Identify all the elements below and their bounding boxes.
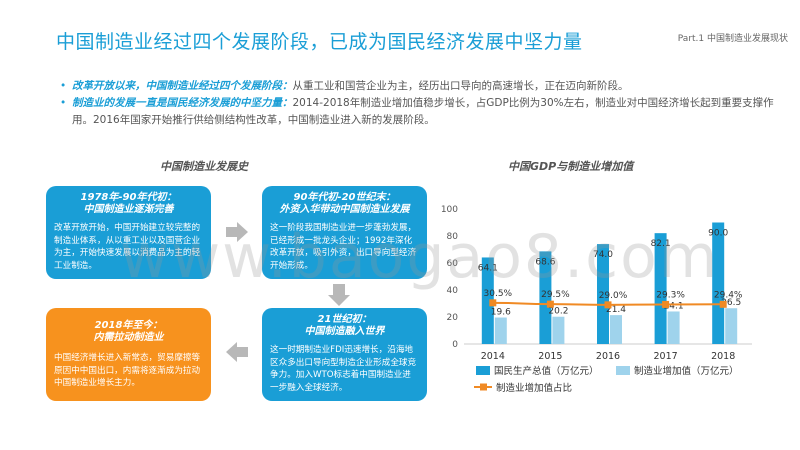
data-label-gdp: 74.0	[593, 250, 613, 260]
arrow-right-icon	[226, 222, 248, 242]
bar-gdp	[539, 251, 552, 344]
data-label-gdp: 82.1	[651, 239, 671, 249]
data-label-gdp: 68.6	[535, 257, 555, 267]
y-tick-label: 40	[447, 286, 459, 296]
data-label-gdp: 90.0	[708, 229, 728, 239]
y-tick-label: 0	[452, 340, 458, 350]
arrow-down-icon	[328, 284, 350, 306]
point-ratio	[662, 300, 670, 308]
history-card-2000s: 21世纪初： 中国制造融入世界 这一时期制造业FDI迅速增长，沿海地区众多出口导…	[262, 308, 427, 401]
legend-label-gdp: 国民生产总值（万亿元）	[494, 365, 599, 377]
y-tick-label: 20	[447, 313, 459, 323]
bar-manufacturing	[610, 315, 622, 344]
bar-manufacturing	[552, 316, 565, 344]
card-heading: 2018年至今：	[94, 320, 163, 331]
card-subheading: 内需拉动制造业	[93, 332, 164, 343]
history-title: 中国制造业发展史	[160, 160, 248, 173]
card-heading: 90年代初-20世纪末：	[293, 192, 396, 203]
x-tick-label: 2014	[481, 351, 505, 362]
bar-gdp	[712, 222, 725, 344]
history-card-2018: 2018年至今： 内需拉动制造业 中国经济增长进入新常态，贸易摩擦等原因中中国出…	[46, 308, 211, 401]
bar-manufacturing	[494, 317, 507, 344]
bullet-dot-icon: •	[60, 97, 67, 109]
card-body: 中国经济增长进入新常态，贸易摩擦等原因中中国出口，内需将逐渐成为拉动中国制造业增…	[54, 353, 201, 389]
card-subheading: 中国制造业逐渐完善	[83, 204, 174, 215]
card-subheading: 外资入华带动中国制造业发展	[279, 204, 410, 215]
bar-gdp	[654, 233, 667, 344]
card-body: 这一时期制造业FDI迅速增长，沿海地区众多出口导向型制造企业形成全球竞争力。加入…	[270, 345, 417, 393]
bar-gdp	[597, 244, 609, 344]
legend-swatch-manufacturing	[616, 366, 630, 375]
x-tick-label: 2017	[654, 351, 678, 362]
arrow-left-icon	[226, 342, 248, 362]
gdp-manufacturing-chart: 0 20 40 60 80 100 64.1 19.6 2014 68.6 20.2 2015 74.0…	[441, 205, 752, 394]
bar-manufacturing	[725, 308, 738, 344]
point-ratio	[604, 301, 612, 309]
data-label-ratio: 29.4%	[714, 290, 743, 300]
history-card-1990s: 90年代初-20世纪末： 外资入华带动中国制造业发展 这一阶段我国制造业进一步蓬…	[262, 186, 427, 279]
bar-manufacturing	[667, 311, 680, 344]
data-label-manufacturing: 21.4	[606, 305, 626, 315]
bullet-item-1: • 改革开放以来，中国制造业经过四个发展阶段：从重工业和国营企业为主，经历出口导…	[60, 78, 780, 95]
bar-gdp	[481, 257, 494, 344]
bullet-lead: 制造业的发展一直是国民经济发展的中坚力量：	[72, 97, 293, 109]
data-label-ratio: 29.3%	[656, 290, 685, 300]
point-ratio	[489, 299, 497, 307]
bullet-item-2: • 制造业的发展一直是国民经济发展的中坚力量：2014-2018年制造业增加值稳…	[60, 95, 780, 129]
data-label-manufacturing: 26.5	[721, 298, 741, 308]
point-ratio	[719, 300, 727, 308]
history-card-1978: 1978年-90年代初： 中国制造业逐渐完善 改革开放开始，中国开始建立较完整的…	[46, 186, 211, 279]
data-label-manufacturing: 20.2	[548, 307, 568, 317]
y-tick-label: 60	[447, 259, 459, 269]
card-body: 改革开放开始，中国开始建立较完整的制造业体系，从以重工业以及国营企业为主，开始快…	[54, 223, 201, 271]
card-subheading: 中国制造融入世界	[304, 326, 385, 337]
data-label-gdp: 64.1	[478, 263, 498, 273]
x-tick-label: 2016	[596, 351, 620, 362]
card-heading: 1978年-90年代初：	[80, 192, 177, 203]
part-label: Part.1 中国制造业发展现状	[677, 34, 788, 44]
y-tick-label: 100	[441, 205, 458, 215]
bullet-list: • 改革开放以来，中国制造业经过四个发展阶段：从重工业和国营企业为主，经历出口导…	[60, 78, 780, 129]
legend-label-manufacturing: 制造业增加值（万亿元）	[634, 365, 739, 377]
card-heading: 21世纪初：	[317, 314, 372, 325]
legend-marker-ratio	[480, 383, 487, 391]
x-tick-label: 2018	[711, 351, 735, 362]
legend-swatch-gdp	[476, 366, 490, 375]
page-title: 中国制造业经过四个发展阶段，已成为国民经济发展中坚力量	[56, 31, 583, 53]
bullet-dot-icon: •	[60, 80, 67, 92]
data-label-ratio: 29.5%	[541, 290, 570, 300]
y-tick-label: 80	[447, 232, 459, 242]
point-ratio	[546, 300, 554, 308]
data-label-ratio: 30.5%	[484, 289, 513, 299]
x-tick-label: 2015	[538, 351, 562, 362]
data-label-manufacturing: 24.1	[664, 301, 684, 311]
card-body: 这一阶段我国制造业进一步蓬勃发展，已经形成一批龙头企业；1992年深化改革开放，…	[270, 223, 417, 271]
data-label-ratio: 29.0%	[599, 291, 628, 301]
legend-label-ratio: 制造业增加值占比	[496, 382, 572, 394]
chart-title: 中国GDP与制造业增加值	[508, 160, 634, 173]
bullet-text: 从重工业和国营企业为主，经历出口导向的高速增长，正在迈向新阶段。	[292, 80, 629, 92]
data-label-manufacturing: 19.6	[491, 308, 511, 318]
bullet-lead: 改革开放以来，中国制造业经过四个发展阶段：	[72, 80, 293, 92]
bullet-text: 2014-2018年制造业增加值稳步增长，占GDP比例为30%左右，制造业对中国…	[72, 97, 774, 126]
